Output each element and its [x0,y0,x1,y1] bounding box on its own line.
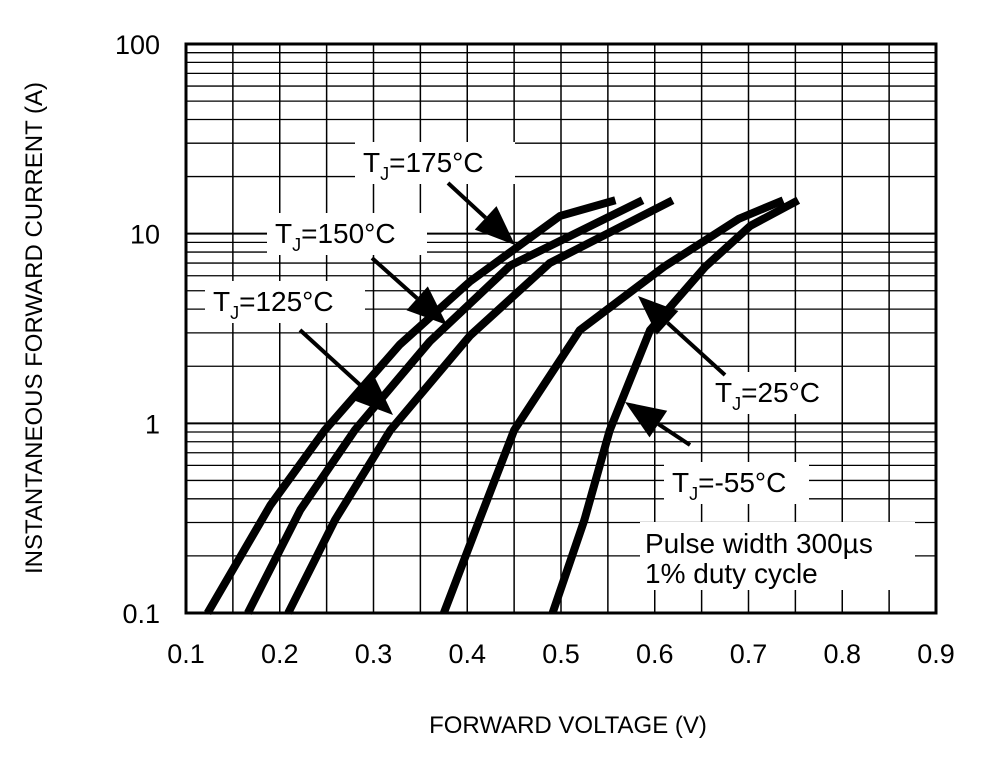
x-tick-label: 0.5 [542,639,580,669]
series-labels: TJ=175°C TJ=150°C TJ=125°C TJ=25°C TJ=-55°C [205,142,837,504]
annotation-pulse-width: Pulse width 300µs [645,528,873,559]
x-tick-label: 0.4 [448,639,486,669]
curves [204,196,801,616]
x-tick-label: 0.2 [261,639,299,669]
series-label: TJ=-55°C [672,467,786,504]
series-label-background [267,213,427,255]
tick-labels: 0.1 0.2 0.3 0.4 0.5 0.6 0.7 0.8 0.9 0.1 1 10 100 [115,30,955,669]
x-axis-label: FORWARD VOLTAGE (V) [429,712,707,739]
series-curve [548,196,801,615]
x-tick-label: 0.1 [167,639,205,669]
series-label: TJ=175°C [363,147,484,184]
label-arrow-shaft [298,328,365,390]
series-curve [284,196,675,615]
label-arrow-shaft [370,256,419,300]
series-label-background [205,281,365,323]
plot-frame [184,42,938,615]
grid [184,42,938,615]
y-tick-label: 10 [130,220,160,250]
label-arrow-shaft [666,321,727,377]
y-tick-label: 0.1 [122,599,160,629]
x-tick-label: 0.6 [636,639,674,669]
series-curve [204,196,617,616]
label-arrow-head [474,206,515,245]
series-label: TJ=25°C [715,377,820,414]
y-axis-label: INSTANTANEOUS FORWARD CURRENT (A) [21,82,48,574]
series-curve [440,196,785,615]
label-arrow-shaft [657,422,692,447]
x-tick-label: 0.3 [355,639,393,669]
y-tick-label: 1 [145,409,160,439]
label-arrow-head [406,286,447,325]
note-background [640,522,915,590]
series-label-background [664,462,809,504]
y-tick-label: 100 [115,30,160,60]
label-arrow-head [625,402,668,438]
x-tick-label: 0.9 [917,639,955,669]
series-label-background [707,372,837,414]
label-arrow-head [352,376,393,415]
x-tick-label: 0.7 [730,639,768,669]
annotation-duty-cycle: 1% duty cycle [645,558,818,589]
label-arrow-shaft [446,181,487,220]
series-label-background [355,142,515,184]
label-arrow-head [638,296,679,335]
series-label: TJ=125°C [213,286,334,323]
x-tick-label: 0.8 [823,639,861,669]
series-curve [244,196,645,615]
series-label: TJ=150°C [275,218,396,255]
